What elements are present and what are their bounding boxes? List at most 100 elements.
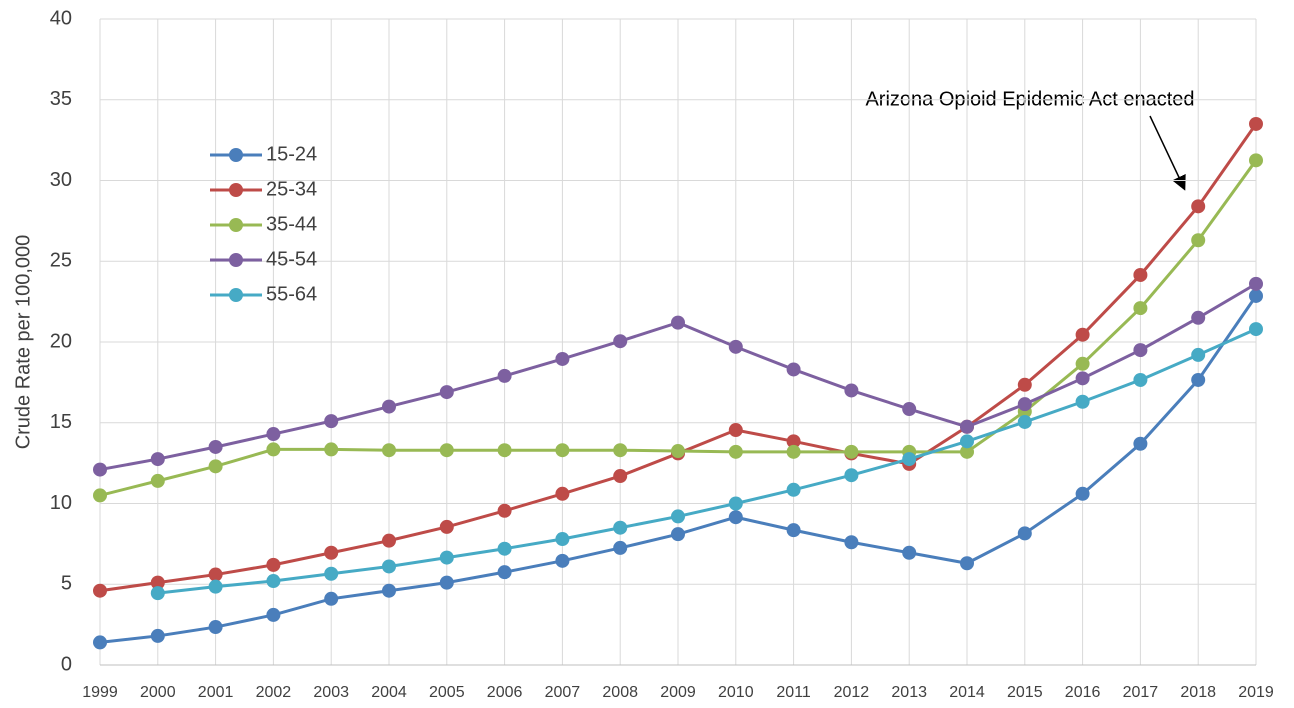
point — [497, 541, 512, 556]
point — [728, 423, 743, 438]
point — [1249, 116, 1263, 131]
point — [1017, 397, 1032, 412]
x-tick-label: 2019 — [1238, 684, 1274, 701]
point — [497, 443, 512, 458]
point — [555, 443, 570, 458]
point — [382, 443, 396, 458]
point — [266, 574, 281, 589]
y-tick-label: 40 — [50, 7, 72, 29]
point — [439, 550, 454, 565]
point — [1249, 322, 1263, 337]
legend-label: 35-44 — [266, 213, 317, 235]
x-tick-label: 2004 — [371, 684, 407, 701]
point — [844, 535, 859, 550]
x-tick-label: 2016 — [1065, 684, 1101, 701]
point — [555, 532, 570, 547]
point — [613, 334, 628, 349]
legend-marker — [229, 288, 243, 302]
point — [1249, 288, 1263, 303]
y-tick-label: 15 — [50, 411, 72, 433]
point — [150, 628, 165, 643]
point — [382, 559, 396, 574]
point — [1075, 486, 1090, 501]
x-tick-label: 2015 — [1007, 684, 1043, 701]
point — [93, 583, 107, 598]
x-tick-label: 2001 — [198, 684, 234, 701]
x-tick-label: 2002 — [256, 684, 292, 701]
point — [1249, 276, 1263, 291]
point — [786, 362, 801, 377]
point — [1017, 526, 1032, 541]
point — [960, 419, 974, 434]
point — [1191, 347, 1206, 362]
point — [150, 575, 165, 590]
point — [1075, 327, 1090, 342]
y-tick-label: 10 — [50, 492, 72, 514]
y-tick-label: 20 — [50, 330, 72, 352]
point — [1133, 301, 1148, 316]
point — [439, 443, 454, 458]
point — [266, 607, 281, 622]
y-tick-label: 35 — [50, 88, 72, 110]
point — [728, 510, 743, 525]
point — [266, 427, 281, 442]
point — [902, 402, 917, 417]
point — [1133, 267, 1148, 282]
x-tick-label: 2007 — [545, 684, 581, 701]
point — [497, 503, 512, 518]
point — [613, 540, 628, 555]
legend-label: 25-34 — [266, 178, 317, 200]
point — [266, 557, 281, 572]
point — [93, 488, 107, 503]
point — [208, 439, 223, 454]
x-tick-label: 2000 — [140, 684, 176, 701]
point — [266, 442, 281, 457]
x-tick-label: 2017 — [1123, 684, 1159, 701]
point — [1075, 394, 1090, 409]
point — [728, 496, 743, 511]
point — [671, 527, 685, 542]
point — [324, 414, 339, 429]
legend-label: 55-64 — [266, 283, 317, 305]
point — [555, 553, 570, 568]
legend-label: 15-24 — [266, 143, 317, 165]
point — [902, 545, 917, 560]
point — [786, 523, 801, 538]
x-tick-label: 1999 — [82, 684, 118, 701]
x-tick-label: 2003 — [313, 684, 349, 701]
point — [613, 443, 628, 458]
point — [150, 452, 165, 467]
x-tick-label: 2006 — [487, 684, 523, 701]
point — [1017, 377, 1032, 392]
point — [902, 452, 917, 467]
point — [439, 519, 454, 534]
point — [439, 385, 454, 400]
point — [1133, 372, 1148, 387]
point — [1191, 372, 1206, 387]
y-tick-label: 5 — [61, 573, 72, 595]
point — [1191, 233, 1206, 248]
x-tick-label: 2013 — [891, 684, 927, 701]
point — [786, 482, 801, 497]
point — [671, 509, 685, 524]
x-tick-label: 2012 — [834, 684, 870, 701]
point — [960, 434, 974, 449]
point — [324, 545, 339, 560]
point — [1075, 371, 1090, 386]
point — [1191, 199, 1206, 214]
x-tick-label: 2010 — [718, 684, 754, 701]
legend-label: 45-54 — [266, 248, 317, 270]
point — [382, 533, 396, 548]
y-axis-label: Crude Rate per 100,000 — [12, 235, 34, 450]
x-tick-label: 2011 — [776, 684, 811, 701]
x-tick-label: 2009 — [660, 684, 696, 701]
point — [382, 399, 396, 414]
y-tick-label: 25 — [50, 250, 72, 272]
point — [960, 556, 974, 571]
legend-marker — [229, 183, 243, 197]
point — [208, 567, 223, 582]
point — [613, 469, 628, 484]
point — [728, 339, 743, 354]
legend-marker — [229, 218, 243, 232]
x-tick-label: 2008 — [602, 684, 638, 701]
